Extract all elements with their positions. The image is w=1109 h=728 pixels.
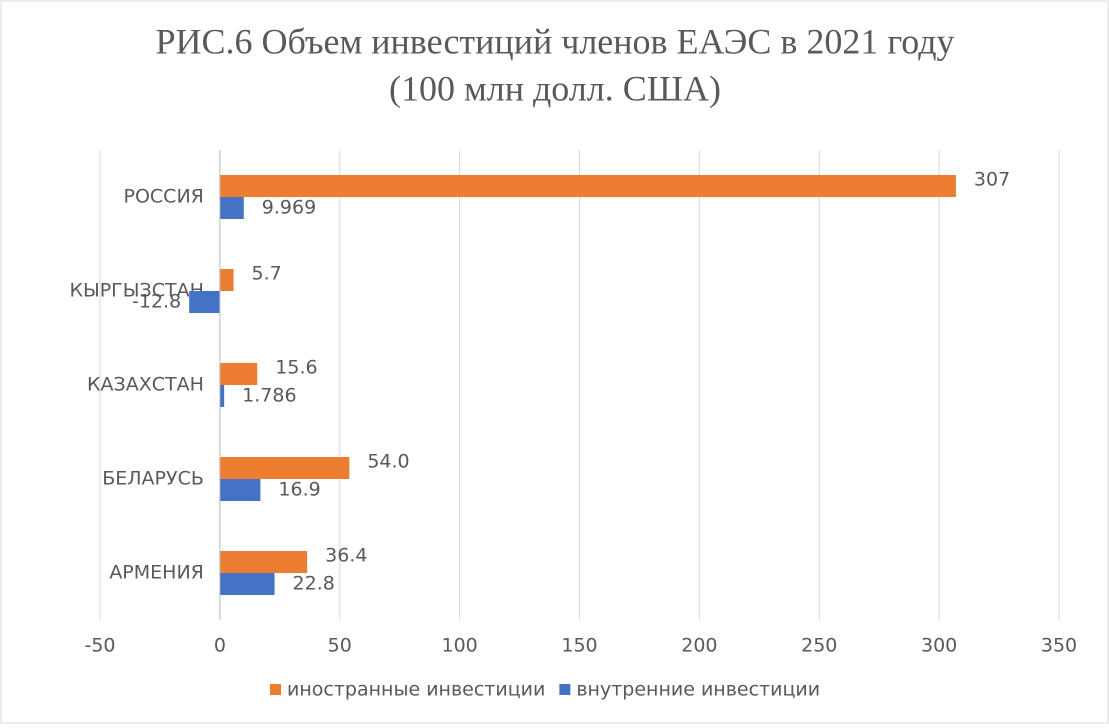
x-tick-label: 350 xyxy=(1041,635,1077,657)
data-label: 36.4 xyxy=(325,545,367,567)
legend-swatch xyxy=(270,684,281,695)
data-label: -12.8 xyxy=(132,291,181,313)
data-label: 22.8 xyxy=(293,573,335,595)
y-tick-label: БЕЛАРУСЬ xyxy=(102,468,204,490)
bar xyxy=(189,291,220,313)
data-label: 307 xyxy=(974,169,1010,191)
data-label: 15.6 xyxy=(275,357,317,379)
data-label: 54.0 xyxy=(367,451,409,473)
bar xyxy=(219,197,244,219)
data-label: 9.969 xyxy=(262,197,316,219)
bar xyxy=(219,363,258,385)
data-label: 16.9 xyxy=(278,479,320,501)
data-label: 1.786 xyxy=(242,385,296,407)
bar xyxy=(219,573,275,595)
chart-title: РИС.6 Объем инвестиций членов ЕАЭС в 202… xyxy=(155,21,954,61)
x-tick-label: 50 xyxy=(328,635,352,657)
legend-label: иностранные инвестиции xyxy=(287,679,545,701)
x-tick-label: 0 xyxy=(214,635,226,657)
x-tick-label: 300 xyxy=(921,635,957,657)
x-tick-label: 100 xyxy=(441,635,477,657)
bar xyxy=(219,457,350,479)
legend-label: внутренние инвестиции xyxy=(576,679,820,701)
x-tick-label: 250 xyxy=(801,635,837,657)
x-tick-label: 200 xyxy=(681,635,717,657)
bar xyxy=(219,269,234,291)
y-tick-label: КЫРГЫЗСТАН xyxy=(69,280,203,302)
legend-swatch xyxy=(559,684,571,695)
bar xyxy=(219,551,308,573)
x-tick-label: 150 xyxy=(561,635,597,657)
y-tick-label: РОССИЯ xyxy=(124,186,204,208)
chart-subtitle: (100 млн долл. США) xyxy=(389,68,721,108)
bar xyxy=(219,385,225,407)
bar xyxy=(219,479,261,501)
y-tick-label: КАЗАХСТАН xyxy=(87,374,204,396)
data-label: 5.7 xyxy=(252,263,282,285)
bar xyxy=(219,175,956,197)
y-tick-label: АРМЕНИЯ xyxy=(109,562,204,584)
x-tick-label: -50 xyxy=(84,635,115,657)
